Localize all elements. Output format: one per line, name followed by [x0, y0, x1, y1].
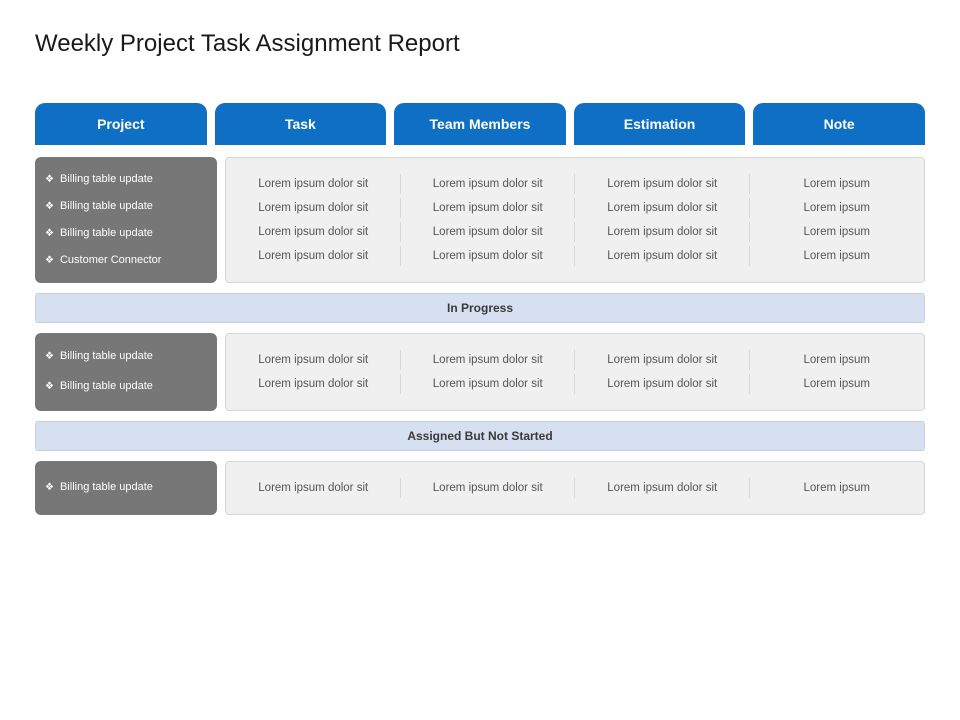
- cell-note: Lorem ipsum: [750, 172, 925, 196]
- project-item: ❖ Billing table update: [45, 350, 207, 363]
- cell-task: Lorem ipsum dolor sit: [226, 348, 401, 372]
- project-box: ❖ Billing table update ❖ Billing table upd…: [35, 157, 217, 283]
- diamond-bullet-icon: ❖: [45, 174, 54, 186]
- cell-task: Lorem ipsum dolor sit: [226, 476, 401, 500]
- section-1: ❖ Billing table update ❖ Billing table upd…: [35, 157, 925, 283]
- project-item: ❖ Billing table update: [45, 227, 207, 240]
- cell-task: Lorem ipsum dolor sit: [226, 244, 401, 268]
- data-box: Lorem ipsum dolor sit Lorem ipsum dolor …: [225, 333, 925, 411]
- data-box: Lorem ipsum dolor sit Lorem ipsum dolor …: [225, 157, 925, 283]
- cell-estimation: Lorem ipsum dolor sit: [575, 476, 750, 500]
- diamond-bullet-icon: ❖: [45, 482, 54, 494]
- cell-task: Lorem ipsum dolor sit: [226, 196, 401, 220]
- project-item: ❖ Billing table update: [45, 380, 207, 393]
- cell-estimation: Lorem ipsum dolor sit: [575, 220, 750, 244]
- cell-team: Lorem ipsum dolor sit: [401, 244, 576, 268]
- header-task: Task: [215, 103, 387, 145]
- table-row: Lorem ipsum dolor sit Lorem ipsum dolor …: [226, 172, 924, 196]
- status-not-started: Assigned But Not Started: [35, 421, 925, 451]
- cell-estimation: Lorem ipsum dolor sit: [575, 196, 750, 220]
- project-item: ❖ Billing table update: [45, 481, 207, 494]
- status-in-progress: In Progress: [35, 293, 925, 323]
- page-title: Weekly Project Task Assignment Report: [35, 30, 925, 58]
- cell-task: Lorem ipsum dolor sit: [226, 372, 401, 396]
- table-row: Lorem ipsum dolor sit Lorem ipsum dolor …: [226, 348, 924, 372]
- cell-note: Lorem ipsum: [750, 348, 925, 372]
- project-label: Billing table update: [60, 380, 153, 393]
- header-note: Note: [753, 103, 925, 145]
- diamond-bullet-icon: ❖: [45, 228, 54, 240]
- project-label: Billing table update: [60, 173, 153, 186]
- header-project: Project: [35, 103, 207, 145]
- project-label: Billing table update: [60, 200, 153, 213]
- project-label: Billing table update: [60, 227, 153, 240]
- project-box: ❖ Billing table update ❖ Billing table upd…: [35, 333, 217, 411]
- cell-estimation: Lorem ipsum dolor sit: [575, 244, 750, 268]
- cell-team: Lorem ipsum dolor sit: [401, 220, 576, 244]
- project-item: ❖ Customer Connector: [45, 254, 207, 267]
- cell-note: Lorem ipsum: [750, 196, 925, 220]
- project-label: Billing table update: [60, 350, 153, 363]
- diamond-bullet-icon: ❖: [45, 201, 54, 213]
- cell-estimation: Lorem ipsum dolor sit: [575, 372, 750, 396]
- header-team: Team Members: [394, 103, 566, 145]
- diamond-bullet-icon: ❖: [45, 255, 54, 267]
- header-row: Project Task Team Members Estimation Not…: [35, 103, 925, 145]
- cell-team: Lorem ipsum dolor sit: [401, 196, 576, 220]
- project-label: Customer Connector: [60, 254, 162, 267]
- data-box: Lorem ipsum dolor sit Lorem ipsum dolor …: [225, 461, 925, 515]
- cell-estimation: Lorem ipsum dolor sit: [575, 348, 750, 372]
- table-row: Lorem ipsum dolor sit Lorem ipsum dolor …: [226, 196, 924, 220]
- cell-task: Lorem ipsum dolor sit: [226, 220, 401, 244]
- cell-note: Lorem ipsum: [750, 372, 925, 396]
- table-row: Lorem ipsum dolor sit Lorem ipsum dolor …: [226, 372, 924, 396]
- diamond-bullet-icon: ❖: [45, 381, 54, 393]
- table-row: Lorem ipsum dolor sit Lorem ipsum dolor …: [226, 476, 924, 500]
- diamond-bullet-icon: ❖: [45, 351, 54, 363]
- project-label: Billing table update: [60, 481, 153, 494]
- cell-estimation: Lorem ipsum dolor sit: [575, 172, 750, 196]
- table-row: Lorem ipsum dolor sit Lorem ipsum dolor …: [226, 220, 924, 244]
- cell-team: Lorem ipsum dolor sit: [401, 476, 576, 500]
- cell-task: Lorem ipsum dolor sit: [226, 172, 401, 196]
- cell-team: Lorem ipsum dolor sit: [401, 372, 576, 396]
- project-item: ❖ Billing table update: [45, 200, 207, 213]
- cell-team: Lorem ipsum dolor sit: [401, 172, 576, 196]
- cell-team: Lorem ipsum dolor sit: [401, 348, 576, 372]
- cell-note: Lorem ipsum: [750, 476, 925, 500]
- cell-note: Lorem ipsum: [750, 220, 925, 244]
- header-estimation: Estimation: [574, 103, 746, 145]
- cell-note: Lorem ipsum: [750, 244, 925, 268]
- section-3: ❖ Billing table update Lorem ipsum dolor …: [35, 461, 925, 515]
- project-box: ❖ Billing table update: [35, 461, 217, 515]
- project-item: ❖ Billing table update: [45, 173, 207, 186]
- table-row: Lorem ipsum dolor sit Lorem ipsum dolor …: [226, 244, 924, 268]
- section-2: ❖ Billing table update ❖ Billing table upd…: [35, 333, 925, 411]
